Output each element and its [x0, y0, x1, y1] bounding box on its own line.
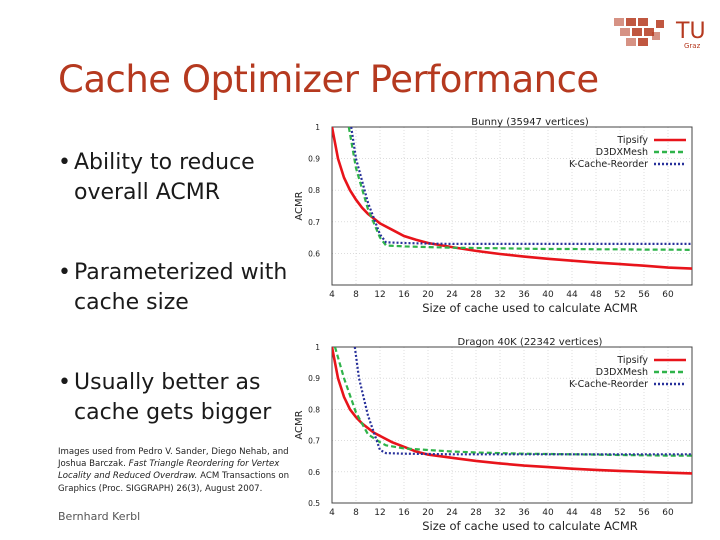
slide-title: Cache Optimizer Performance [58, 58, 599, 101]
series-line-tipsify [332, 127, 692, 270]
x-tick-label: 24 [446, 290, 458, 300]
legend-label: K-Cache-Reorder [569, 159, 648, 170]
logo-block [638, 18, 648, 26]
x-tick-label: 32 [494, 508, 505, 518]
bullet-item: • Usually better as cache gets bigger [58, 368, 298, 428]
logo-block [632, 28, 642, 36]
logo-block [638, 38, 648, 46]
plot-frame [331, 126, 693, 286]
x-axis-label: Size of cache used to calculate ACMR [422, 301, 638, 315]
logo-block [656, 20, 664, 28]
x-tick-label: 52 [614, 290, 625, 300]
dragon-chart: 4 8 12 16 20 24 28 32 36 40 44 48 52 56 600.50.60.70.8… [294, 337, 693, 533]
x-tick-label: 40 [542, 290, 554, 300]
bullet-dot-icon: • [58, 260, 71, 285]
legend-label: Tipsify [616, 355, 648, 366]
x-tick-label: 48 [590, 290, 602, 300]
series-line-k-cache-reorder [353, 347, 692, 456]
x-tick-label: 12 [374, 508, 385, 518]
y-tick-label: 0.8 [308, 186, 320, 195]
legend-label: D3DXMesh [596, 147, 648, 158]
chart-title: Bunny (35947 vertices) [471, 117, 589, 128]
logo-block [620, 28, 630, 36]
x-tick-label: 56 [638, 290, 650, 300]
series-line-d3dxmesh [347, 127, 692, 251]
x-axis-label: Size of cache used to calculate ACMR [422, 519, 638, 533]
legend-label: K-Cache-Reorder [569, 379, 648, 390]
x-tick-label: 4 [329, 290, 335, 300]
x-tick-label: 8 [353, 290, 359, 300]
logo-graz-text: Graz [684, 42, 701, 50]
logo-tu-text: TU [675, 19, 706, 44]
bullet-text: Usually better as cache gets bigger [74, 370, 272, 425]
y-tick-label: 0.8 [308, 405, 320, 414]
x-tick-label: 28 [470, 508, 482, 518]
y-tick-label: 0.9 [308, 155, 320, 164]
bullet-text: Parameterized with cache size [74, 260, 288, 315]
x-tick-label: 16 [398, 508, 410, 518]
chart-title: Dragon 40K (22342 vertices) [458, 337, 603, 348]
bunny-chart: 4 8 12 16 20 24 28 32 36 40 44 48 52 56 600.60.70.80.9… [294, 117, 693, 315]
logo-blocks [614, 18, 664, 46]
logo-block [652, 32, 660, 40]
x-tick-label: 36 [518, 290, 530, 300]
y-tick-label: 1 [315, 123, 320, 132]
y-tick-label: 0.7 [308, 218, 320, 227]
y-tick-label: 0.9 [308, 374, 320, 383]
plot-frame [331, 346, 693, 504]
x-tick-label: 32 [494, 290, 505, 300]
credit-suffix: ACM Transactions on Graphics (Proc. SIGG… [58, 471, 290, 494]
credit-prefix: Images used from Pedro V. Sander, Diego … [58, 447, 289, 470]
x-tick-label: 12 [374, 290, 385, 300]
x-tick-label: 48 [590, 508, 602, 518]
logo-block [626, 38, 636, 46]
logo-block [644, 28, 654, 36]
x-tick-label: 20 [422, 508, 434, 518]
author-name: Bernhard Kerbl [58, 510, 141, 523]
x-tick-label: 52 [614, 508, 625, 518]
series-line-k-cache-reorder [350, 127, 692, 245]
x-tick-label: 60 [662, 508, 674, 518]
x-tick-label: 56 [638, 508, 650, 518]
x-tick-label: 60 [662, 290, 674, 300]
logo-block [614, 18, 624, 26]
x-tick-label: 44 [566, 508, 578, 518]
bullet-dot-icon: • [58, 370, 71, 395]
bullet-dot-icon: • [58, 150, 71, 175]
bullet-item: • Parameterized with cache size [58, 258, 298, 318]
x-tick-label: 4 [329, 508, 335, 518]
x-tick-label: 36 [518, 508, 530, 518]
x-tick-label: 40 [542, 508, 554, 518]
y-tick-label: 0.6 [308, 468, 320, 477]
x-tick-label: 24 [446, 508, 458, 518]
x-tick-label: 20 [422, 290, 434, 300]
logo-block [626, 18, 636, 26]
bullet-item: • Ability to reduce overall ACMR [58, 148, 298, 208]
y-tick-label: 0.5 [308, 499, 320, 508]
y-axis-label: ACMR [294, 191, 305, 220]
x-tick-label: 8 [353, 508, 359, 518]
y-axis-label: ACMR [294, 410, 305, 439]
legend-label: D3DXMesh [596, 367, 648, 378]
y-tick-label: 0.6 [308, 249, 320, 258]
credit-paper-title: Fast Triangle Reordering for Vertex Loca… [58, 459, 280, 482]
x-tick-label: 28 [470, 290, 482, 300]
y-tick-label: 1 [315, 343, 320, 352]
x-tick-label: 16 [398, 290, 410, 300]
legend-label: Tipsify [616, 135, 648, 146]
y-tick-label: 0.7 [308, 437, 320, 446]
tu-graz-logo: TU Graz [614, 18, 706, 50]
bullet-text: Ability to reduce overall ACMR [74, 150, 255, 205]
x-tick-label: 44 [566, 290, 578, 300]
image-credit: Images used from Pedro V. Sander, Diego … [58, 446, 294, 495]
